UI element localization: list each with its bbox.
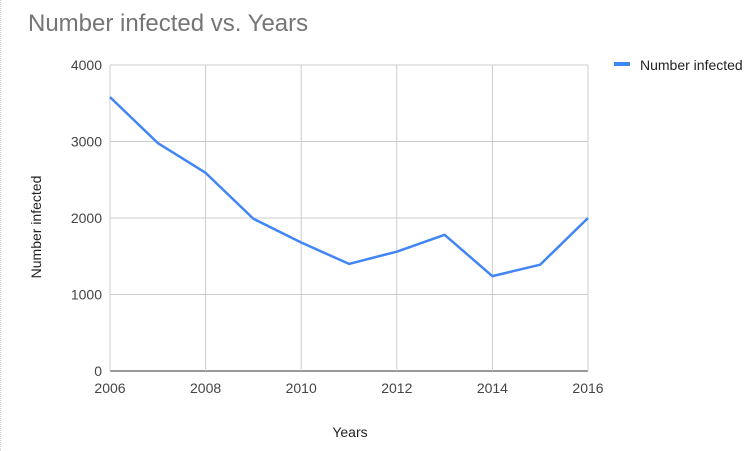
y-axis-label: Number infected — [28, 176, 44, 279]
x-axis-ticks: 2006 2008 2010 2012 2014 2016 — [94, 380, 603, 396]
data-point — [585, 215, 591, 221]
data-point — [537, 262, 543, 268]
y-tick-label: 1000 — [71, 287, 102, 303]
x-tick-label: 2016 — [572, 380, 603, 396]
data-point — [107, 94, 113, 100]
x-tick-label: 2008 — [190, 380, 221, 396]
series-layer — [107, 94, 591, 279]
legend: Number infected — [614, 57, 743, 73]
x-axis-label: Years — [332, 424, 367, 440]
data-point — [489, 273, 495, 279]
x-tick-label: 2006 — [94, 380, 125, 396]
data-point — [203, 170, 209, 176]
y-tick-label: 4000 — [71, 57, 102, 73]
series-line — [109, 96, 589, 278]
y-axis-ticks: 0 1000 2000 3000 4000 — [71, 57, 102, 379]
data-point — [394, 249, 400, 255]
y-tick-label: 0 — [94, 363, 102, 379]
data-point — [250, 216, 256, 222]
x-tick-label: 2012 — [381, 380, 412, 396]
y-tick-label: 2000 — [71, 210, 102, 226]
data-point — [155, 140, 161, 146]
y-tick-label: 3000 — [71, 134, 102, 150]
data-point — [346, 261, 352, 267]
left-page-edge — [0, 0, 2, 451]
x-tick-label: 2014 — [477, 380, 508, 396]
legend-label: Number infected — [640, 57, 743, 73]
chart-title: Number infected vs. Years — [28, 10, 308, 37]
x-tick-label: 2010 — [286, 380, 317, 396]
data-point — [442, 232, 448, 238]
data-point — [298, 239, 304, 245]
legend-swatch — [614, 62, 630, 66]
grid — [109, 64, 589, 372]
